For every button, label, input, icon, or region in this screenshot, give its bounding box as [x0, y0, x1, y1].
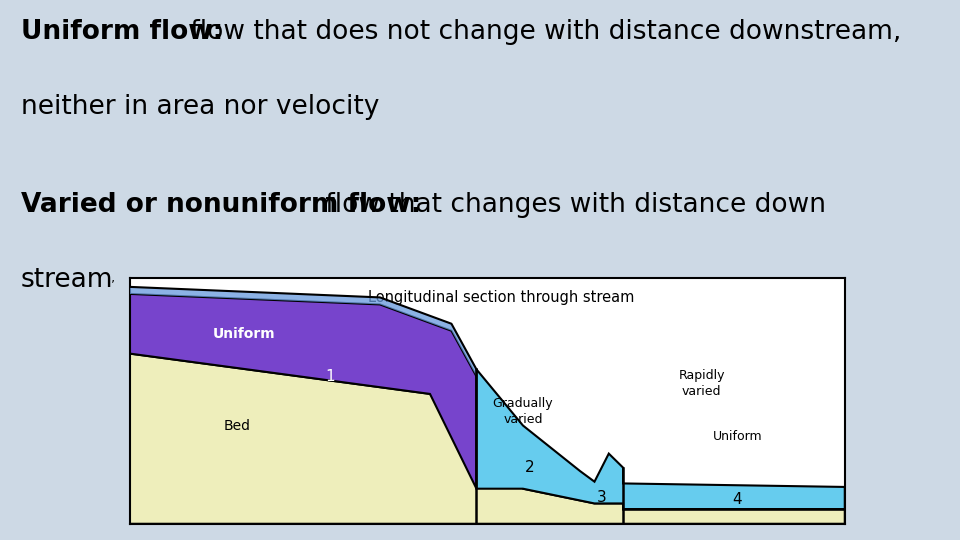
- Text: Bed: Bed: [224, 418, 251, 433]
- Polygon shape: [130, 294, 476, 489]
- Text: 2: 2: [525, 460, 535, 475]
- Text: flow that does not change with distance downstream,: flow that does not change with distance …: [182, 19, 901, 45]
- Text: Rapidly
varied: Rapidly varied: [679, 369, 725, 398]
- Polygon shape: [476, 369, 845, 509]
- Text: Varied or nonuniform flow:: Varied or nonuniform flow:: [21, 192, 421, 218]
- Text: ’: ’: [111, 278, 115, 291]
- Text: 4: 4: [732, 492, 742, 507]
- Text: 3: 3: [597, 490, 607, 505]
- Text: Gradually
varied: Gradually varied: [492, 397, 553, 426]
- Polygon shape: [130, 354, 845, 524]
- Polygon shape: [130, 287, 476, 376]
- Text: 1: 1: [325, 369, 335, 384]
- Text: Uniform flow:: Uniform flow:: [21, 19, 224, 45]
- Text: Longitudinal section through stream: Longitudinal section through stream: [369, 291, 635, 306]
- Text: Uniform: Uniform: [213, 327, 276, 341]
- Text: neither in area nor velocity: neither in area nor velocity: [21, 94, 379, 120]
- Text: Uniform: Uniform: [712, 429, 762, 443]
- Text: flow that changes with distance down: flow that changes with distance down: [317, 192, 826, 218]
- Text: stream: stream: [21, 267, 113, 293]
